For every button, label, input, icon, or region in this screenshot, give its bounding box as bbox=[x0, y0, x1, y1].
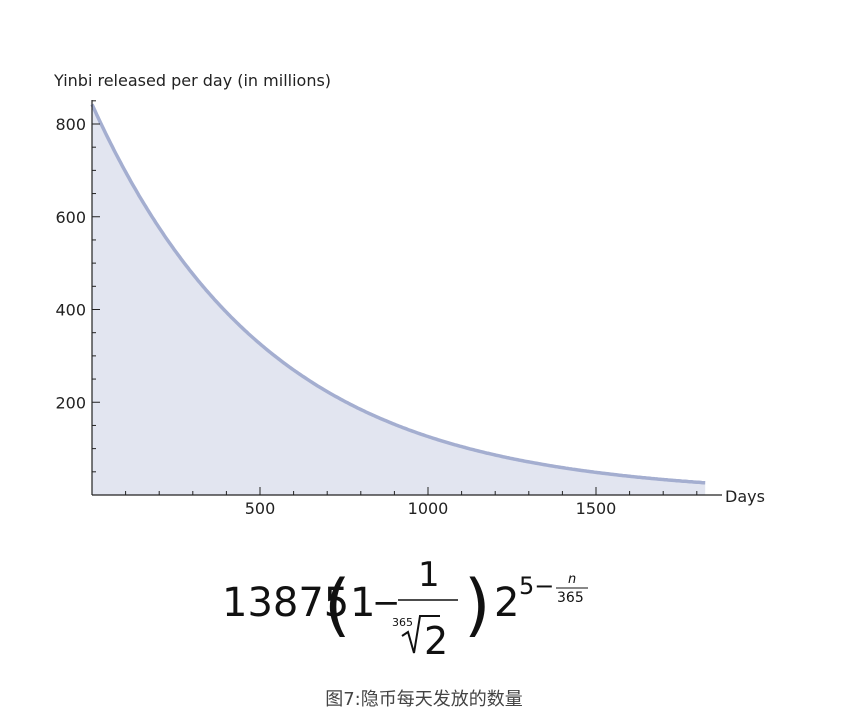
y-axis-label: Yinbi released per day (in millions) bbox=[53, 71, 331, 90]
formula: 13875 ( 1 − 1 365 2 ) 2 5− n 365 bbox=[222, 555, 588, 663]
formula-exponent-constant: 5− bbox=[519, 572, 554, 600]
formula-left-paren: ( bbox=[324, 566, 351, 645]
y-tick-label: 600 bbox=[55, 208, 86, 227]
formula-coefficient: 13875 bbox=[222, 580, 349, 626]
plot-area bbox=[90, 103, 706, 496]
formula-root-index: 365 bbox=[392, 616, 413, 629]
root-sign-icon bbox=[401, 615, 440, 654]
formula-root-radicand: 2 bbox=[424, 619, 448, 663]
series-line bbox=[90, 103, 706, 485]
area-fill bbox=[92, 104, 706, 496]
y-tick-label: 400 bbox=[55, 301, 86, 320]
ticks bbox=[92, 100, 698, 495]
x-tick-label: 500 bbox=[245, 499, 276, 518]
x-tick-label: 1500 bbox=[576, 499, 617, 518]
formula-exponent-numerator: n bbox=[568, 572, 576, 587]
x-axis-label: Days bbox=[725, 487, 765, 506]
tick-labels: 200 400 600 800 500 1000 1500 bbox=[55, 115, 616, 518]
formula-exponent-denominator: 365 bbox=[557, 590, 584, 606]
formula-right-paren: ) bbox=[464, 566, 491, 645]
x-tick-label: 1000 bbox=[408, 499, 449, 518]
formula-base: 2 bbox=[494, 580, 519, 626]
figure-caption: 图7:隐币每天发放的数量 bbox=[325, 689, 523, 710]
y-tick-label: 800 bbox=[55, 115, 86, 134]
formula-minus: − bbox=[372, 583, 401, 623]
axes: 200 400 600 800 500 1000 1500 bbox=[55, 100, 722, 518]
formula-one: 1 bbox=[350, 580, 375, 626]
y-tick-label: 200 bbox=[55, 393, 86, 412]
formula-numerator: 1 bbox=[418, 555, 440, 595]
